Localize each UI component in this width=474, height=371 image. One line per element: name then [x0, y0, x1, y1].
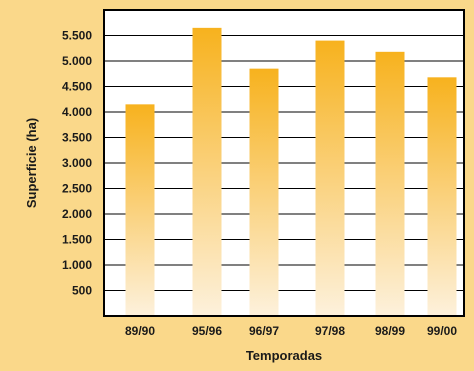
x-axis-title: Temporadas — [246, 348, 322, 363]
bar-97-98 — [315, 40, 345, 316]
x-tick-label: 95/96 — [192, 324, 222, 338]
x-tick-labels: 89/90 95/96 96/97 97/98 98/99 99/00 — [125, 324, 457, 338]
y-axis-title: Superficie (ha) — [24, 118, 39, 208]
y-tick-label: 2.000 — [62, 207, 92, 221]
y-tick-label: 3.000 — [62, 156, 92, 170]
y-tick-label: 1.000 — [62, 258, 92, 272]
y-tick-label: 5.000 — [62, 54, 92, 68]
plot-frame — [103, 9, 465, 317]
y-tick-label: 5.500 — [62, 29, 92, 43]
bar-96-97 — [249, 68, 279, 317]
bar-99-00 — [427, 77, 457, 316]
x-tick-label: 98/99 — [375, 324, 405, 338]
y-tick-label: 500 — [72, 284, 92, 298]
x-tick-label: 89/90 — [125, 324, 155, 338]
bar-89-90 — [125, 104, 155, 316]
y-tick-label: 2.500 — [62, 182, 92, 196]
y-tick-labels: 500 1.000 1.500 2.000 2.500 3.000 3.500 4.000 4.… — [62, 29, 92, 298]
x-tick-label: 96/97 — [249, 324, 279, 338]
y-tick-label: 1.500 — [62, 233, 92, 247]
y-tick-label: 4.500 — [62, 80, 92, 94]
x-tick-label: 97/98 — [315, 324, 345, 338]
x-tick-label: 99/00 — [427, 324, 457, 338]
bars — [125, 27, 457, 317]
y-tick-label: 4.000 — [62, 105, 92, 119]
bar-95-96 — [192, 27, 222, 316]
bar-98-99 — [375, 51, 405, 316]
y-tick-label: 3.500 — [62, 131, 92, 145]
